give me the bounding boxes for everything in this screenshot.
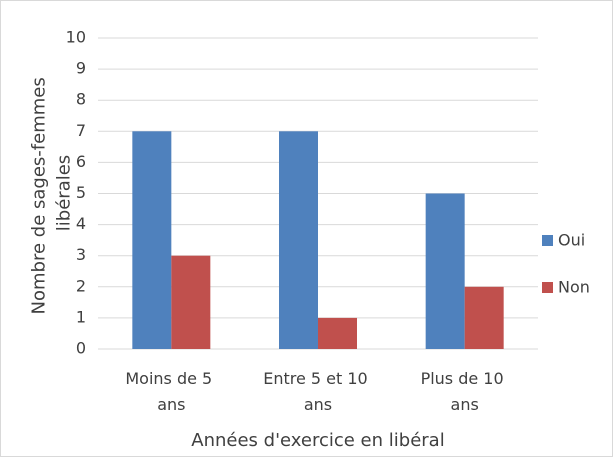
bar <box>318 317 357 349</box>
y-tick-label: 7 <box>76 121 86 140</box>
bar <box>171 255 211 349</box>
legend-swatch <box>542 282 553 293</box>
y-tick-label: 10 <box>66 28 86 47</box>
x-tick-label: Plus de 10 ans <box>421 369 509 414</box>
bar <box>464 286 504 349</box>
x-tick-label: Moins de 5 ans <box>125 369 217 414</box>
legend-swatch <box>542 235 553 246</box>
y-tick-label: 1 <box>76 307 86 326</box>
x-axis-title: Années d'exercice en libéral <box>191 430 444 451</box>
y-tick-label: 8 <box>76 90 86 109</box>
legend-label: Oui <box>558 231 585 250</box>
legend-label: Non <box>558 278 590 297</box>
y-tick-label: 9 <box>76 59 86 78</box>
y-tick-label: 0 <box>76 339 86 358</box>
y-tick-label: 2 <box>76 276 86 295</box>
y-tick-label: 4 <box>76 214 86 233</box>
bar <box>132 131 172 349</box>
bar <box>425 193 465 349</box>
y-tick-label: 6 <box>76 152 86 171</box>
y-axis-title: Nombre de sages-femmes libérales <box>29 72 75 315</box>
x-tick-label: Entre 5 et 10 ans <box>263 369 373 414</box>
y-tick-label: 5 <box>76 183 86 202</box>
y-tick-label: 3 <box>76 245 86 264</box>
bar <box>279 131 318 349</box>
